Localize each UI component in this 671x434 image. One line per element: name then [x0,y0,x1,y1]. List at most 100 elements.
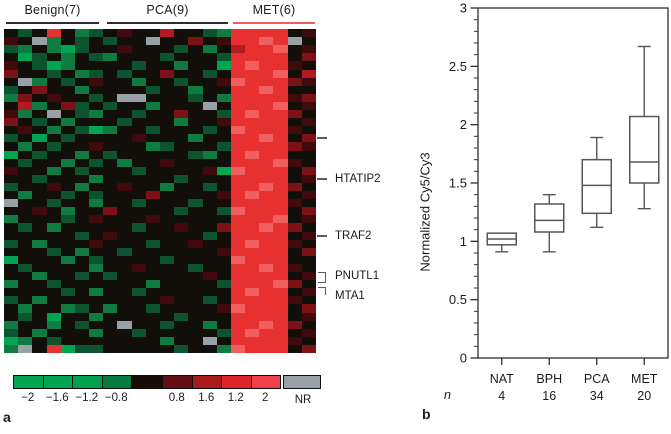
heatmap-cell [131,223,146,232]
heatmap-cell [46,118,61,127]
scale-swatch [102,376,132,388]
heatmap-cell [301,166,316,175]
heatmap-cell [89,134,104,143]
heatmap-cell [259,288,274,297]
heatmap-cell [159,272,175,281]
scale-swatch [192,376,222,388]
heatmap-cell [103,174,118,183]
heatmap-cell [103,61,118,70]
heatmap-cell [117,320,132,329]
heatmap-cell [32,158,47,167]
heatmap-cell [60,158,75,167]
heatmap-cell [216,158,231,167]
heatmap-cell [174,69,189,78]
heatmap-cell [287,272,302,281]
heatmap-cell [245,223,260,232]
heatmap-cell [245,344,260,353]
heatmap-cell [32,182,47,191]
heatmap-cell [259,191,274,200]
heatmap-cell [89,239,104,248]
heatmap-cell [174,150,189,159]
heatmap-cell [4,312,19,321]
heatmap-cell [287,150,302,159]
group-header-label: MET(6) [252,3,296,17]
heatmap-cell [18,231,33,240]
heatmap-cell [117,247,132,256]
heatmap-cell [4,255,19,264]
heatmap-cell [230,199,246,208]
heatmap-cell [216,215,231,224]
heatmap-cell [89,199,104,208]
heatmap-cell [145,207,160,216]
heatmap-cell [287,320,302,329]
heatmap-cell [245,45,260,54]
heatmap-cell [131,328,146,337]
heatmap-cell [245,231,260,240]
heatmap-cell [216,101,231,110]
heatmap-cell [32,174,47,183]
heatmap-cell [18,255,33,264]
heatmap-cell [259,150,274,159]
heatmap-cell [216,231,231,240]
heatmap-cell [18,142,33,151]
heatmap-cell [117,296,132,305]
heatmap-cell [18,304,33,313]
heatmap-cell [230,101,246,110]
heatmap-cell [301,312,316,321]
heatmap-cell [32,255,47,264]
heatmap-cell [245,77,260,86]
y-tick-label: 2.5 [449,59,467,74]
heatmap-cell [174,126,189,135]
heatmap-cell [159,231,175,240]
heatmap-cell [117,174,132,183]
category-label: NAT [489,372,514,386]
heatmap-cell [103,288,118,297]
heatmap-cell [301,231,316,240]
heatmap-cell [60,263,75,272]
heatmap-cell [89,328,104,337]
heatmap-cell [202,118,217,127]
heatmap-cell [89,288,104,297]
heatmap-cell [46,223,61,232]
gene-marker-list: HTATIP2 TRAF2 PNUTL1 MTA1 [316,0,431,370]
heatmap-cell [216,93,231,102]
heatmap-cell [46,255,61,264]
heatmap-cell [74,150,90,159]
heatmap-cell [32,93,47,102]
heatmap-cell [32,199,47,208]
heatmap-cell [145,61,160,70]
heatmap-cell [301,101,316,110]
heatmap-cell [216,199,231,208]
heatmap-cell [230,126,246,135]
heatmap-cell [32,304,47,313]
heatmap-cell [32,272,47,281]
heatmap-cell [32,328,47,337]
heatmap-cell [89,61,104,70]
heatmap-cell [103,182,118,191]
heatmap-cell [89,29,104,38]
heatmap-cell [131,61,146,70]
heatmap-cell [32,166,47,175]
heatmap-cell [46,134,61,143]
heatmap-cell [117,304,132,313]
heatmap-cell [159,166,175,175]
heatmap-cell [103,150,118,159]
heatmap-cell [89,272,104,281]
heatmap-cell [131,53,146,62]
heatmap-cell [145,304,160,313]
heatmap-cell [245,263,260,272]
heatmap-cell [301,77,316,86]
heatmap-cell [60,150,75,159]
heatmap-cell [89,344,104,353]
scale-swatch [163,376,193,388]
heatmap-cell [60,328,75,337]
heatmap-cell [145,231,160,240]
heatmap-cell [273,336,288,345]
heatmap-cell [4,247,19,256]
heatmap-cell [18,150,33,159]
boxplot-n-label: n [444,388,451,402]
heatmap-cell [145,85,160,94]
heatmap-cell [188,93,203,102]
heatmap-cell [46,37,61,46]
heatmap-cell [174,93,189,102]
